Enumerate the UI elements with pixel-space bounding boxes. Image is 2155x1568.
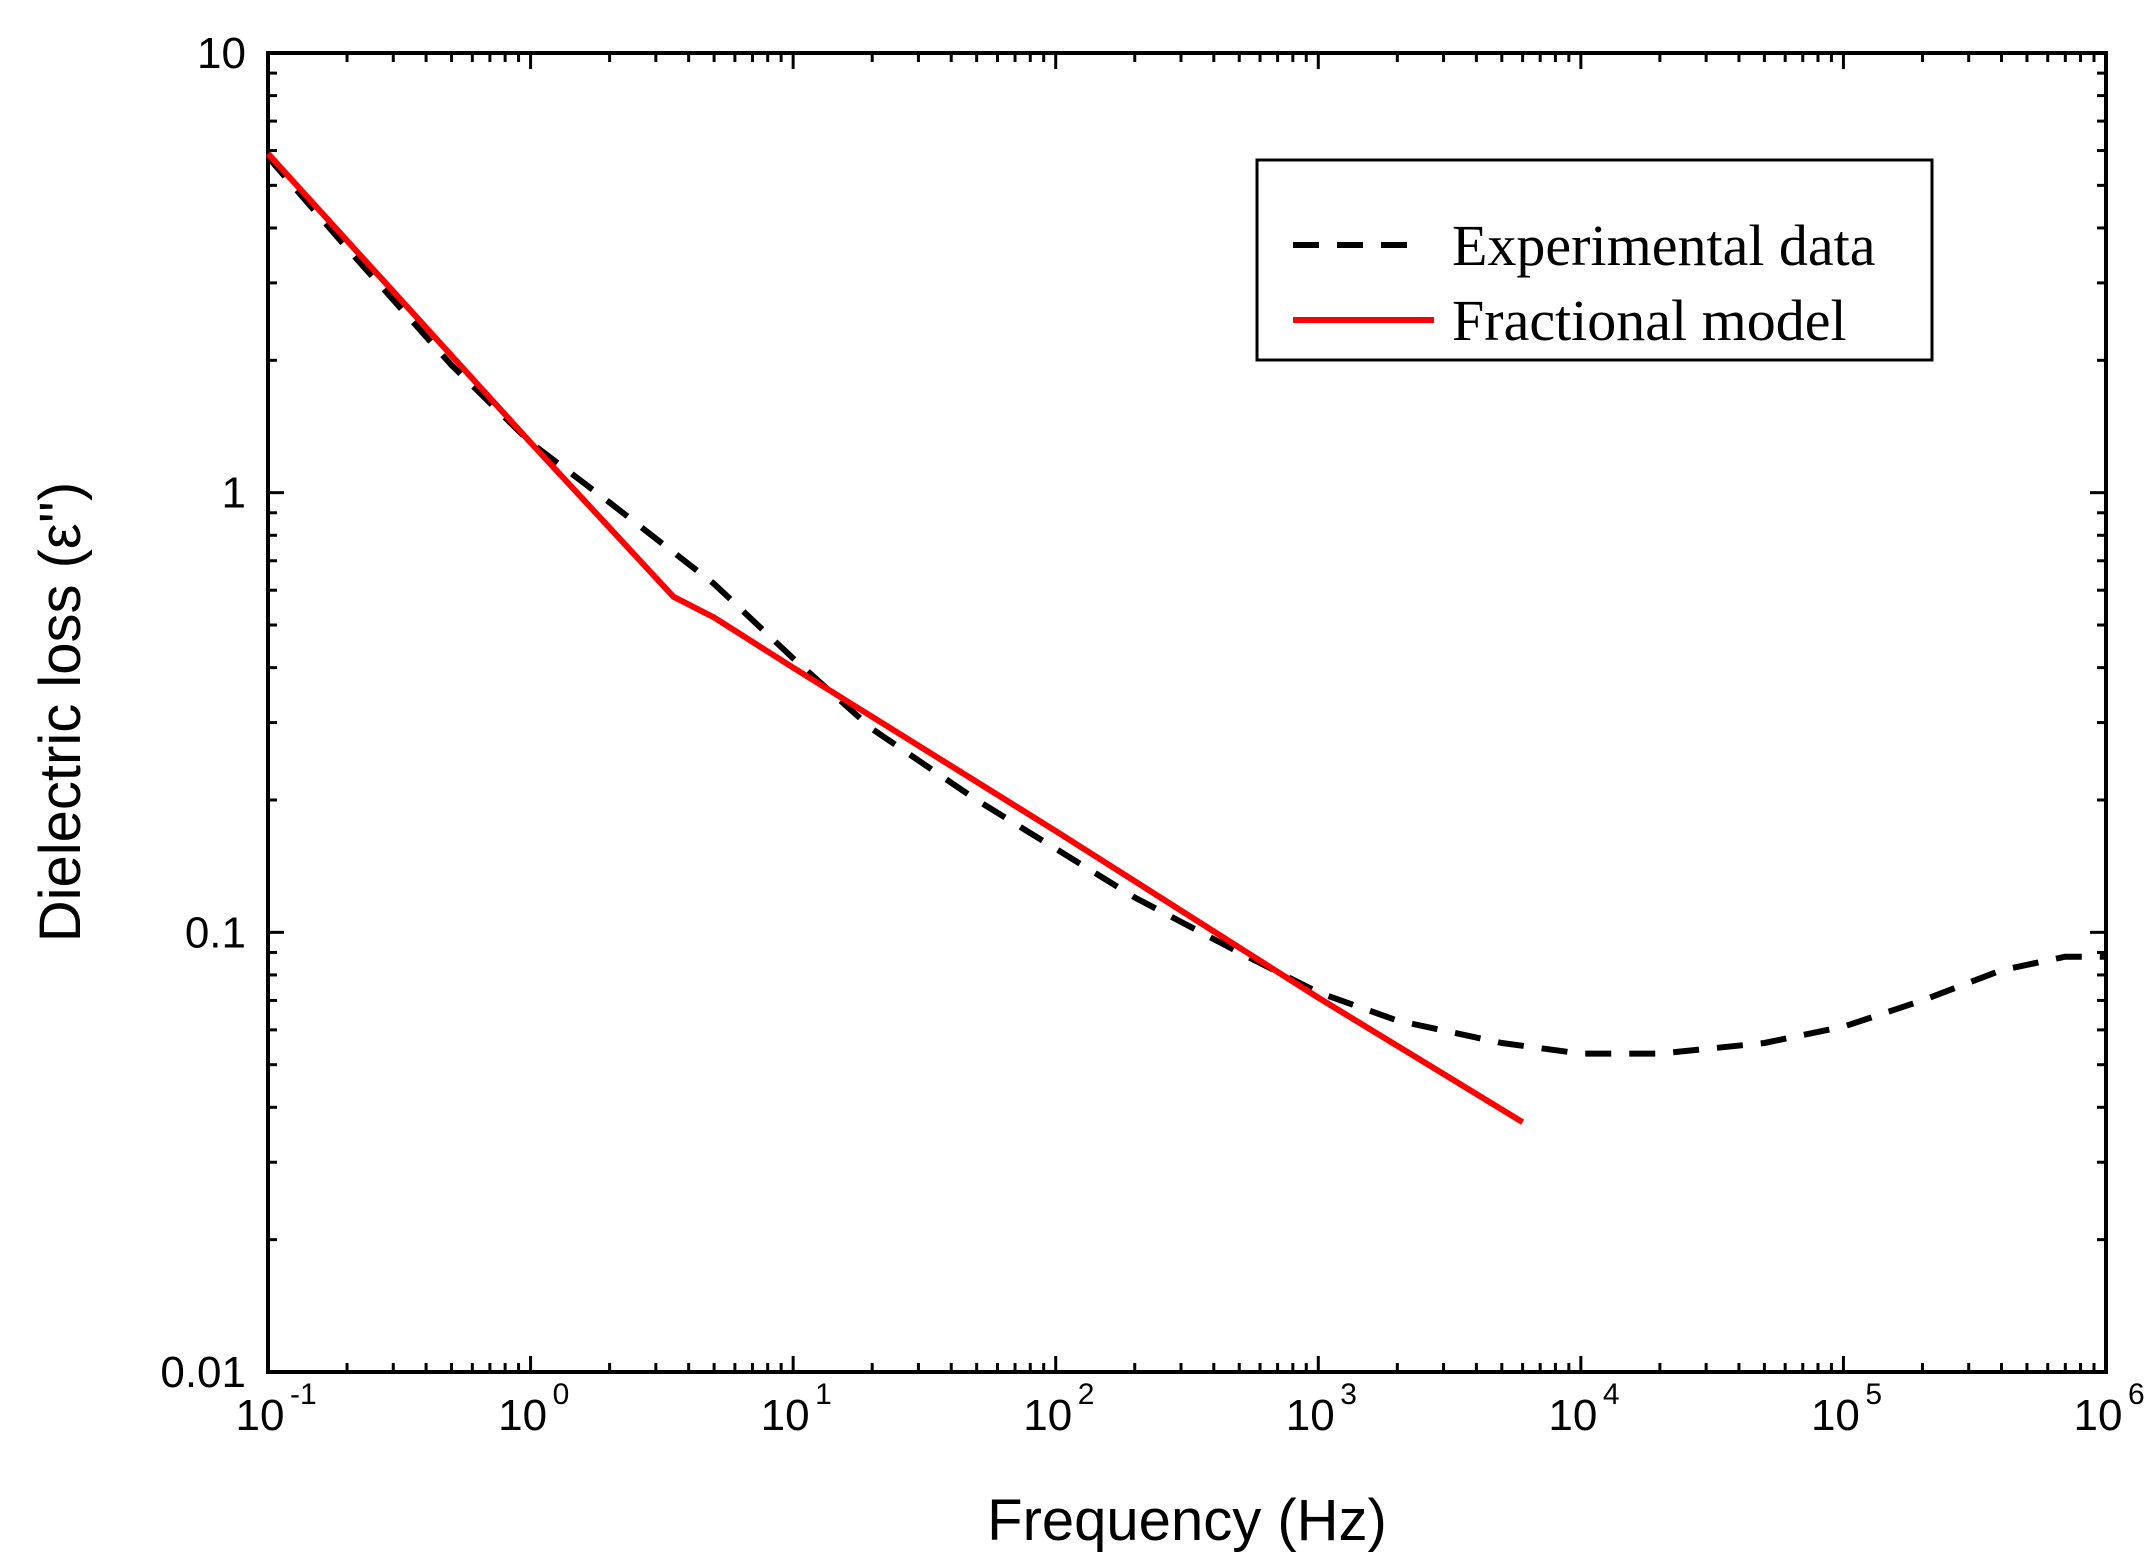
x-tick-label: 10: [1023, 1391, 1072, 1440]
minor-ticks: [268, 53, 2106, 1372]
x-tick-exponent: 5: [1865, 1378, 1882, 1411]
legend-box: [1255, 158, 1934, 362]
y-tick-label: 0.1: [185, 908, 246, 957]
x-tick-exponent: 3: [1340, 1378, 1357, 1411]
plot-frame: [266, 51, 2108, 1374]
legend-label-experimental: Experimental data: [1452, 213, 1876, 278]
x-tick-exponent: 0: [553, 1378, 570, 1411]
x-tick-label: 10: [1548, 1391, 1597, 1440]
x-tick-label: 10: [761, 1391, 810, 1440]
x-tick-label: 10: [236, 1391, 285, 1440]
x-tick-exponent: 2: [1078, 1378, 1095, 1411]
x-tick-exponent: 4: [1603, 1378, 1620, 1411]
series-experimental-line: [265, 155, 2106, 1057]
series-layer: [265, 151, 2106, 1125]
x-axis-title: Frequency (Hz): [987, 1488, 1387, 1553]
y-tick-label: 10: [197, 29, 246, 78]
x-tick-exponent: -1: [290, 1378, 317, 1411]
x-tick-exponent: 6: [2128, 1378, 2145, 1411]
x-tick-label: 10: [2074, 1391, 2123, 1440]
x-tick-label: 10: [1811, 1391, 1860, 1440]
x-tick-exponent: 1: [815, 1378, 832, 1411]
y-tick-label: 1: [222, 469, 246, 518]
legend-label-fractional: Fractional model: [1452, 288, 1847, 353]
x-tick-label: 10: [1286, 1391, 1335, 1440]
y-tick-label: 0.01: [160, 1348, 246, 1397]
y-tick-labels: 0.01 0.1 1 10: [160, 29, 246, 1397]
major-ticks: [266, 51, 2108, 1374]
y-axis-title: Dielectric loss (ε''): [28, 482, 93, 943]
series-fractional-line: [265, 151, 1525, 1125]
x-tick-labels: 10 -1 10 0 10 1 10 2 10 3 10 4 10 5 10 6: [236, 1378, 2145, 1440]
x-tick-label: 10: [498, 1391, 547, 1440]
legend: Experimental data Fractional model: [1255, 158, 1934, 362]
